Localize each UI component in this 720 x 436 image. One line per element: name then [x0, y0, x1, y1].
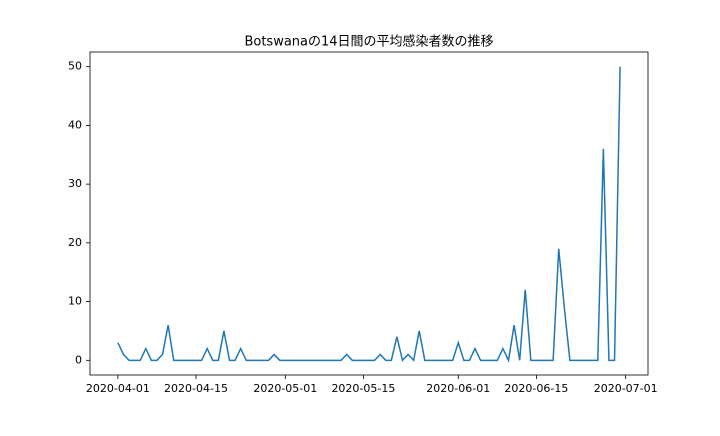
x-tick-label: 2020-04-15: [164, 382, 228, 395]
x-tick-label: 2020-06-15: [504, 382, 568, 395]
y-tick-label: 50: [68, 60, 82, 73]
data-line: [117, 66, 621, 363]
x-tick-label: 2020-05-15: [331, 382, 395, 395]
y-tick-label: 0: [75, 353, 82, 366]
y-tick-label: 10: [68, 295, 82, 308]
x-tick-label: 2020-07-01: [594, 382, 658, 395]
plot-frame: [89, 51, 649, 376]
y-tick-label: 20: [68, 236, 82, 249]
y-tick-label: 40: [68, 118, 82, 131]
y-tick-label: 30: [68, 177, 82, 190]
chart-title: Botswanaの14日間の平均感染者数の推移: [244, 34, 493, 50]
x-tick-label: 2020-06-01: [426, 382, 490, 395]
x-tick-label: 2020-04-01: [86, 382, 150, 395]
x-tick-label: 2020-05-01: [253, 382, 317, 395]
